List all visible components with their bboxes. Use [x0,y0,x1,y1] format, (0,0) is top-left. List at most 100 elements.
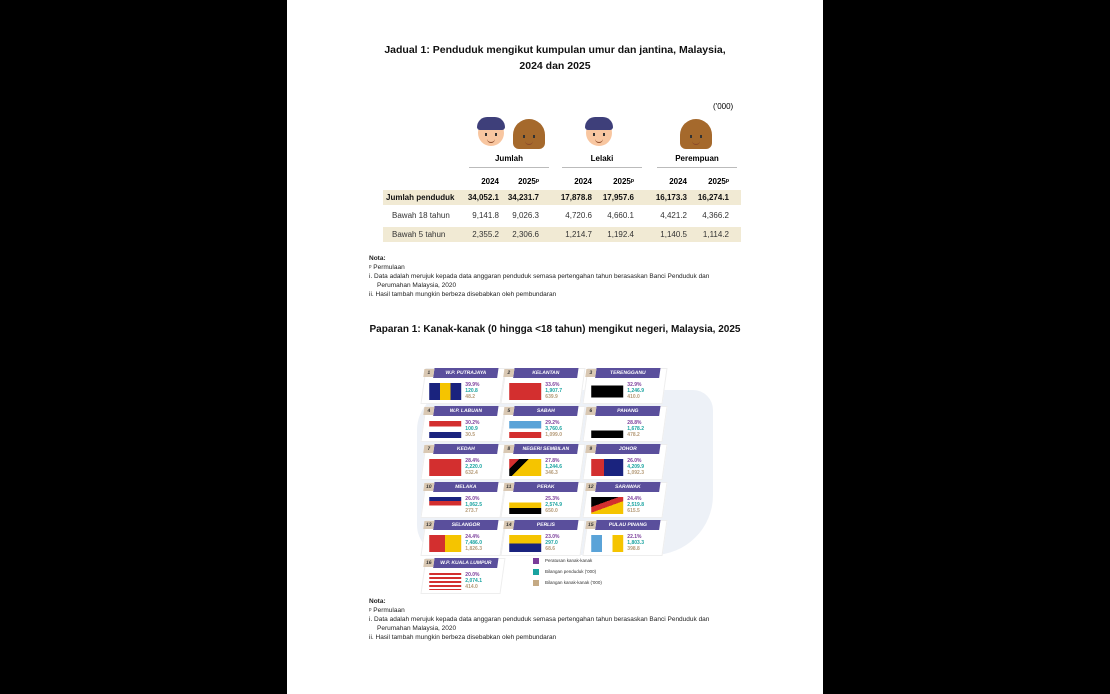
state-stats: 26.0% 4,209.9 1,092.3 [627,458,644,476]
note-line: ᵖ Permulaan [369,264,405,271]
state-stats: 22.1% 1,803.3 398.8 [627,534,644,552]
legend: Peratusan kanak-kanak Bilangan penduduk … [533,558,602,586]
girl-face-icon [680,119,712,149]
state-flag-icon [591,497,624,514]
children-count: 30.5 [465,432,476,438]
state-stats: 29.2% 3,760.6 1,099.0 [545,420,562,438]
children-count: 410.0 [627,394,640,400]
rank-badge: 11 [503,483,515,491]
children-count: 48.2 [465,394,476,400]
children-count: 1,092.3 [627,470,644,476]
state-card: W.P. KUALA LUMPUR 16 20.0% 2,074.1 414.0 [420,558,506,594]
year-header: 2024 [481,177,499,186]
state-card: KELANTAN 2 33.6% 1,907.7 639.9 [500,368,586,404]
group-perempuan: Perempuan [675,154,719,163]
state-stats: 33.6% 1,907.7 639.9 [545,382,562,400]
boy-face-icon [477,117,505,146]
state-stats: 24.4% 7,486.0 1,826.3 [465,534,482,552]
state-card: W.P. LABUAN 4 30.2% 100.9 30.5 [420,406,506,442]
state-stats: 24.4% 2,519.8 615.5 [627,496,644,514]
state-card: TERENGGANU 3 32.9% 1,246.9 410.0 [582,368,668,404]
children-count: 346.3 [545,470,558,476]
state-stats: 28.4% 2,220.0 632.4 [465,458,482,476]
state-card: SARAWAK 12 24.4% 2,519.8 615.5 [582,482,668,518]
children-count: 398.8 [627,546,640,552]
state-stats: 20.0% 2,074.1 414.0 [465,572,482,590]
children-count: 650.0 [545,508,558,514]
rank-badge: 12 [585,483,597,491]
state-name: JOHOR [595,444,661,454]
note-line: ii. Hasil tambah mungkin berbeza disebab… [369,291,557,298]
state-card: SABAH 5 29.2% 3,760.6 1,099.0 [500,406,586,442]
table-cell: 1,214.7 [565,230,592,239]
rank-badge: 15 [585,521,597,529]
group-jumlah: Jumlah [494,154,523,163]
year-header: 2025ᵖ [518,177,539,186]
state-stats: 28.8% 1,678.2 478.2 [627,420,644,438]
table-row: Bawah 5 tahun 2,355.2 2,306.6 1,214.7 1,192.… [383,227,741,242]
table-cell: 1,140.5 [660,230,687,239]
state-name: SABAH [513,406,579,416]
legend-item: Bilangan kanak-kanak ('000) [533,580,602,586]
note-line: i. Data adalah merujuk kepada data angga… [369,616,710,623]
state-card: NEGERI SEMBILAN 8 27.8% 1,244.6 346.3 [500,444,586,480]
table-cell: 4,421.2 [660,211,687,220]
rank-badge: 16 [423,559,435,567]
state-flag-icon [429,497,462,514]
state-card: W.P. PUTRAJAYA 1 39.9% 120.8 48.2 [420,368,506,404]
year-header: 2025ᵖ [708,177,729,186]
rank-badge: 2 [503,369,515,377]
state-name: W.P. LABUAN [433,406,499,416]
divider [657,167,737,168]
title-line: 2024 dan 2025 [519,60,591,72]
children-count: 615.5 [627,508,640,514]
state-name: KELANTAN [513,368,579,378]
children-count: 273.7 [465,508,478,514]
table-row: Jumlah penduduk 34,052.1 34,231.7 17,878.8 1… [383,190,741,205]
state-card: PAHANG 6 28.8% 1,678.2 478.2 [582,406,668,442]
rank-badge: 5 [503,407,515,415]
rank-badge: 6 [585,407,597,415]
table-cell: 34,052.1 [467,193,499,202]
legend-label: Peratusan kanak-kanak [545,558,593,564]
girl-face-icon [513,119,545,149]
note-line: ᵖ Permulaan [369,607,405,614]
state-flag-icon [591,421,624,438]
table-cell: 34,231.7 [507,193,539,202]
state-card: SELANGOR 13 24.4% 7,486.0 1,826.3 [420,520,506,556]
state-card: JOHOR 9 26.0% 4,209.9 1,092.3 [582,444,668,480]
table-title: Jadual 1: Penduduk mengikut kumpulan umu… [287,42,823,74]
note-block-1: Nota: ᵖ Permulaan i. Data adalah merujuk… [369,254,709,299]
state-flag-icon [591,383,624,400]
year-header: 2024 [669,177,687,186]
legend-label: Bilangan penduduk ('000) [545,569,597,575]
state-name: SELANGOR [433,520,499,530]
state-flag-icon [429,459,462,476]
legend-item: Bilangan penduduk ('000) [533,569,602,575]
state-flag-icon [509,383,542,400]
table-cell: 16,173.3 [655,193,687,202]
row-label: Bawah 18 tahun [392,211,450,220]
group-lelaki: Lelaki [590,154,614,163]
note-heading: Nota: [369,255,386,262]
state-stats: 30.2% 100.9 30.5 [465,420,479,438]
year-header: 2024 [574,177,592,186]
rank-badge: 4 [423,407,435,415]
state-flag-icon [429,421,462,438]
state-flag-icon [509,421,542,438]
table-cell: 17,878.8 [560,193,592,202]
note-line: Perumahan Malaysia, 2020 [377,625,457,632]
note-heading: Nota: [369,598,386,605]
table-cell: 17,957.6 [602,193,634,202]
children-count: 632.4 [465,470,478,476]
unit-label: ('000) [713,102,734,111]
divider [469,167,549,168]
rank-badge: 10 [423,483,435,491]
table-cell: 16,274.1 [697,193,729,202]
note-line: i. Data adalah merujuk kepada data angga… [369,273,710,280]
rank-badge: 8 [503,445,515,453]
state-name: W.P. PUTRAJAYA [433,368,499,378]
state-name: TERENGGANU [595,368,661,378]
rank-badge: 9 [585,445,597,453]
state-card: MELAKA 10 26.0% 1,062.5 273.7 [420,482,506,518]
